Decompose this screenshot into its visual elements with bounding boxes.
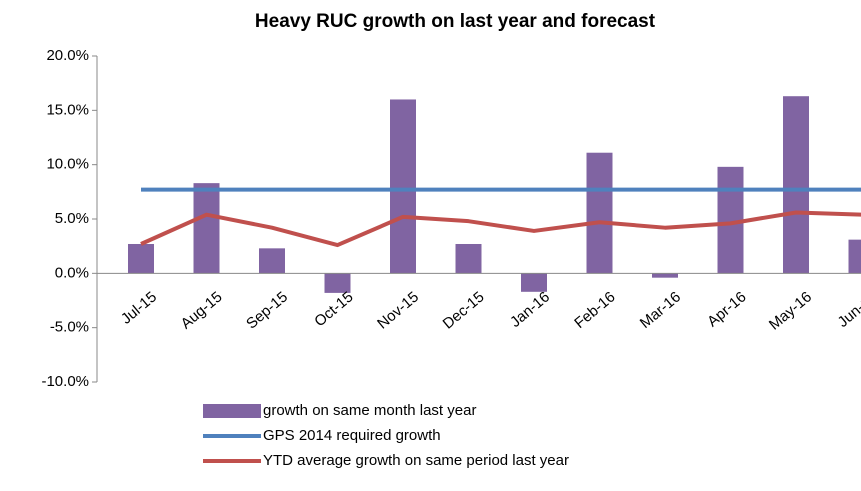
x-tick-label: Feb-16 [571,288,618,332]
bar [128,243,154,274]
legend-label: GPS 2014 required growth [263,427,441,444]
x-tick-label: Mar-16 [637,288,684,332]
x-tick-label: Jun-16 [835,288,861,331]
x-tick-label: Apr-16 [704,288,749,330]
legend-swatch [203,404,261,418]
bar [783,96,809,274]
bar [259,248,285,274]
y-tick-label: 0.0% [55,264,89,281]
y-tick-label: 5.0% [55,210,89,227]
y-tick-label: -10.0% [41,373,89,390]
x-tick-label: Oct-15 [311,288,356,330]
bar [193,183,220,274]
bar [652,273,678,278]
y-tick-label: 10.0% [46,156,89,173]
bar [455,243,482,274]
legend-label: growth on same month last year [263,402,476,419]
plot-area [128,96,861,293]
bar [586,152,613,274]
chart-title: Heavy RUC growth on last year and foreca… [255,11,656,32]
legend-label: YTD average growth on same period last y… [263,452,569,469]
x-tick-label: Sep-15 [243,288,291,332]
bar [848,239,861,274]
bar [324,273,351,293]
x-tick-label: May-16 [766,288,815,333]
x-tick-label: Aug-15 [178,288,226,332]
y-tick-label: 20.0% [46,47,89,64]
x-tick-label: Dec-15 [440,288,488,332]
y-tick-label: -5.0% [50,319,89,336]
bar [390,99,416,274]
line [140,210,861,248]
bar [521,273,547,292]
y-tick-label: 15.0% [46,101,89,118]
x-tick-label: Nov-15 [374,288,422,332]
x-tick-label: Jul-15 [118,288,160,327]
x-tick-label: Jan-16 [507,288,553,331]
